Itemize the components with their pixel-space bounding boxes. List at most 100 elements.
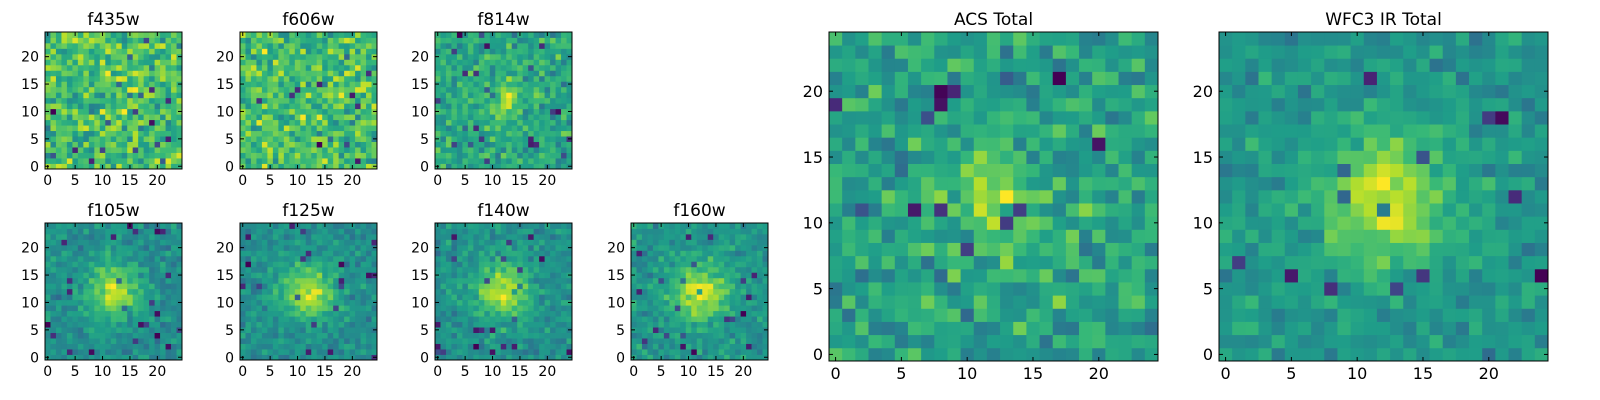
heatmap-cell: [105, 283, 112, 290]
heatmap-cell: [245, 125, 252, 132]
heatmap-cell: [440, 321, 447, 328]
heatmap-cell: [355, 343, 361, 350]
heatmap-cell: [349, 136, 356, 142]
heatmap-cell: [138, 158, 145, 164]
heatmap-cell: [751, 310, 758, 317]
heatmap-cell: [143, 125, 150, 132]
heatmap-cell: [94, 97, 101, 104]
x-tick-label: 10: [94, 364, 112, 380]
heatmap-cell: [550, 343, 556, 350]
heatmap-cell: [960, 242, 975, 257]
heatmap-cell: [751, 343, 758, 350]
heatmap-cell: [539, 261, 545, 268]
heatmap-cell: [94, 327, 101, 333]
heatmap-cell: [1105, 308, 1119, 322]
heatmap-cell: [371, 86, 378, 93]
heatmap-cell: [440, 255, 447, 262]
heatmap-cell: [746, 261, 752, 268]
heatmap-cell: [132, 250, 139, 257]
heatmap-cell: [105, 81, 112, 88]
heatmap-cell: [132, 130, 139, 137]
heatmap-cell: [338, 92, 345, 99]
heatmap-cell: [533, 136, 540, 142]
heatmap-cell: [669, 310, 676, 317]
heatmap-cell: [478, 321, 485, 328]
heatmap-cell: [489, 349, 496, 355]
heatmap-cell: [138, 250, 145, 257]
heatmap-cell: [333, 64, 340, 71]
heatmap-cell: [245, 53, 252, 60]
heatmap-cell: [132, 64, 139, 71]
heatmap-cell: [1052, 242, 1067, 257]
heatmap-cell: [528, 97, 535, 104]
heatmap-cell: [555, 92, 562, 99]
heatmap-cell: [456, 114, 463, 121]
heatmap-cell: [245, 158, 252, 164]
heatmap-cell: [435, 97, 441, 104]
heatmap-cell: [261, 125, 268, 132]
heatmap-cell: [462, 64, 469, 71]
heatmap-cell: [105, 316, 112, 323]
heatmap-cell: [94, 332, 101, 339]
heatmap-cell: [72, 136, 79, 142]
heatmap-cell: [473, 321, 480, 328]
heatmap-cell: [143, 81, 150, 88]
heatmap-cell: [489, 103, 496, 110]
heatmap-cell: [261, 97, 268, 104]
heatmap-cell: [55, 316, 62, 323]
heatmap-cell: [294, 283, 301, 290]
heatmap-cell: [894, 282, 909, 296]
heatmap-cell: [685, 233, 692, 240]
heatmap-cell: [467, 81, 474, 88]
heatmap-cell: [77, 239, 84, 246]
heatmap-cell: [338, 239, 345, 246]
x-tick-label: 0: [433, 364, 442, 380]
heatmap-cell: [360, 321, 367, 328]
heatmap-cell: [544, 152, 551, 159]
heatmap-cell: [160, 163, 166, 170]
heatmap-cell: [360, 114, 367, 121]
heatmap-cell: [110, 108, 117, 115]
heatmap-cell: [467, 103, 474, 110]
heatmap-cell: [713, 310, 720, 317]
heatmap-cell: [72, 277, 79, 284]
heatmap-cell: [50, 244, 57, 251]
heatmap-cell: [55, 92, 62, 99]
x-tick-label: 20: [734, 364, 752, 380]
y-tick-label: 10: [411, 296, 429, 312]
heatmap-cell: [528, 53, 535, 60]
x-tick-label: 15: [707, 364, 725, 380]
heatmap-cell: [500, 244, 507, 251]
heatmap-cell: [61, 130, 68, 137]
heatmap-cell: [960, 347, 975, 362]
heatmap-cell: [366, 349, 372, 355]
heatmap-cell: [561, 321, 567, 328]
heatmap-cell: [316, 53, 323, 60]
heatmap-cell: [160, 32, 166, 38]
heatmap-cell: [517, 283, 524, 290]
heatmap-cell: [456, 283, 463, 290]
heatmap-cell: [305, 233, 312, 240]
heatmap-cell: [154, 75, 161, 82]
heatmap-cell: [894, 242, 909, 257]
heatmap-cell: [550, 288, 556, 295]
heatmap-cell: [478, 53, 485, 60]
heatmap-cell: [300, 158, 307, 164]
heatmap-cell: [267, 64, 274, 71]
heatmap-cell: [1052, 163, 1067, 178]
heatmap-cell: [72, 86, 79, 93]
heatmap-cell: [88, 223, 95, 229]
heatmap-cell: [550, 81, 556, 88]
heatmap-cell: [88, 288, 95, 295]
heatmap-cell: [550, 283, 556, 290]
heatmap-cell: [289, 125, 296, 132]
heatmap-cell: [311, 70, 318, 77]
heatmap-cell: [484, 75, 491, 82]
heatmap-cell: [160, 349, 166, 355]
heatmap-cell: [72, 97, 79, 104]
heatmap-cell: [116, 136, 123, 142]
heatmap-cell: [713, 244, 720, 251]
heatmap-cell: [435, 141, 441, 148]
heatmap-cell: [1144, 203, 1159, 217]
heatmap-cell: [83, 81, 90, 88]
